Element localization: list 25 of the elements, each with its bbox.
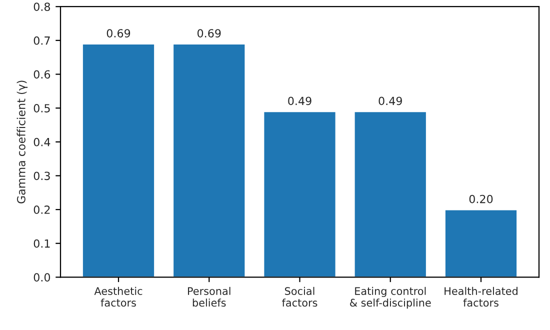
bar: [444, 208, 518, 278]
y-tick-label: 0.2: [34, 206, 50, 214]
y-tick-label: 0.8: [34, 2, 50, 11]
bar: [353, 110, 428, 278]
x-tick-label: Health-related factors: [444, 286, 518, 307]
y-tick-label: 0.5: [34, 104, 50, 112]
y-axis-title: Gamma coefficient (γ): [16, 80, 28, 204]
y-tick-label: 0.0: [34, 273, 50, 282]
bar: [172, 43, 246, 278]
y-tick-label: 0.7: [34, 36, 50, 45]
x-tick-label: Social factors: [282, 286, 318, 307]
data-label: 0.49: [378, 96, 402, 106]
data-label: 0.69: [197, 29, 221, 38]
bar: [262, 110, 337, 278]
x-tick-label: Eating control & self-discipline: [350, 286, 431, 309]
x-tick-label: Aesthetic factors: [94, 286, 142, 307]
data-label: 0.20: [469, 194, 493, 204]
y-tick-label: 0.3: [34, 172, 50, 180]
y-tick-label: 0.4: [34, 138, 50, 146]
bar: [82, 43, 156, 278]
data-label: 0.69: [106, 29, 130, 38]
data-label: 0.49: [288, 96, 312, 106]
y-tick-label: 0.6: [34, 70, 50, 79]
y-tick-label: 0.1: [34, 239, 50, 248]
x-tick-label: Personal beliefs: [188, 286, 230, 307]
